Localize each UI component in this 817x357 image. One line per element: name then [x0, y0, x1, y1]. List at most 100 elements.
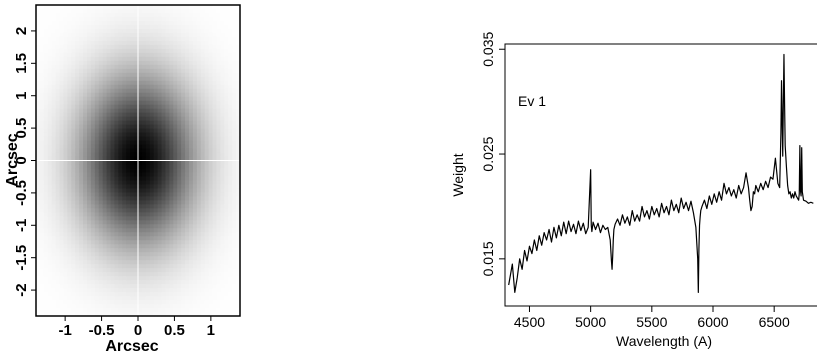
heatmap-cell — [110, 176, 116, 182]
heatmap-cell — [90, 228, 96, 233]
heatmap-cell — [122, 176, 127, 182]
heatmap-cell — [75, 164, 80, 170]
heatmap-cell — [224, 216, 229, 221]
heatmap-cell — [43, 264, 49, 269]
heatmap-cell — [114, 104, 119, 110]
heatmap-cell — [157, 224, 163, 229]
heatmap-cell — [83, 220, 88, 225]
heatmap-cell — [47, 40, 53, 46]
heatmap-cell — [153, 172, 159, 178]
heatmap-cell — [200, 48, 206, 54]
heatmap-cell — [228, 180, 233, 186]
heatmap-cell — [232, 60, 237, 66]
heatmap-cell — [169, 156, 174, 162]
heatmap-cell — [185, 96, 190, 102]
heatmap-cell — [55, 260, 61, 265]
heatmap-cell — [79, 20, 84, 26]
heatmap-cell — [71, 236, 76, 241]
heatmap-cell — [51, 56, 57, 62]
heatmap-cell — [134, 304, 139, 309]
heatmap-cell — [83, 152, 88, 158]
heatmap-cell — [134, 236, 139, 241]
heatmap-cell — [51, 68, 57, 74]
heatmap-cell — [130, 180, 135, 186]
heatmap-cell — [71, 288, 76, 293]
heatmap-cell — [130, 108, 135, 114]
heatmap-cell — [220, 56, 225, 62]
heatmap-cell — [232, 268, 237, 273]
heatmap-cell — [232, 176, 237, 182]
heatmap-cell — [149, 308, 155, 313]
heatmap-cell — [165, 208, 170, 213]
heatmap-cell — [157, 288, 163, 293]
heatmap-cell — [43, 44, 49, 50]
heatmap-cell — [141, 44, 147, 50]
heatmap-cell — [98, 280, 104, 285]
heatmap-cell — [98, 48, 104, 54]
heatmap-cell — [165, 88, 170, 94]
heatmap-cell — [173, 168, 178, 174]
heatmap-cell — [98, 304, 104, 309]
heatmap-cell — [228, 140, 233, 146]
heatmap-cell — [110, 252, 116, 257]
spectrum-y-tick-label: 0.025 — [480, 136, 496, 171]
heatmap-cell — [83, 236, 88, 241]
heatmap-cell — [98, 88, 104, 94]
heatmap-cell — [75, 188, 80, 193]
heatmap-cell — [185, 84, 190, 90]
heatmap-cell — [157, 5, 163, 10]
heatmap-cell — [43, 200, 49, 205]
heatmap-cell — [79, 12, 84, 18]
heatmap-cell — [153, 132, 159, 138]
heatmap-cell — [79, 240, 84, 245]
heatmap-cell — [204, 136, 210, 142]
heatmap-cell — [232, 8, 237, 14]
heatmap-cell — [200, 300, 206, 305]
heatmap-cell — [173, 268, 178, 273]
heatmap-y-tick-label: -2 — [13, 283, 30, 296]
heatmap-cell — [220, 244, 225, 249]
heatmap-cell — [216, 192, 221, 197]
heatmap-cell — [145, 68, 151, 74]
heatmap-cell — [145, 112, 151, 118]
heatmap-cell — [118, 304, 123, 309]
heatmap-cell — [106, 140, 112, 146]
heatmap-cell — [173, 204, 178, 209]
heatmap-cell — [90, 284, 96, 289]
heatmap-cell — [122, 220, 127, 225]
heatmap-cell — [98, 12, 104, 18]
heatmap-cell — [126, 104, 131, 110]
heatmap-cell — [196, 72, 202, 78]
heatmap-cell — [36, 60, 41, 66]
heatmap-cell — [63, 236, 68, 241]
heatmap-cell — [204, 208, 210, 213]
heatmap-cell — [165, 108, 170, 114]
heatmap-cell — [228, 228, 233, 233]
heatmap-cell — [181, 52, 186, 58]
heatmap-cell — [200, 20, 206, 26]
heatmap-cell — [157, 280, 163, 285]
heatmap-cell — [212, 136, 218, 142]
heatmap-cell — [236, 112, 241, 118]
heatmap-cell — [149, 252, 155, 257]
heatmap-cell — [196, 204, 202, 209]
heatmap-cell — [98, 292, 104, 297]
heatmap-cell — [189, 260, 194, 265]
heatmap-cell — [196, 256, 202, 261]
heatmap-cell — [204, 48, 210, 54]
heatmap-cell — [130, 60, 135, 66]
heatmap-cell — [181, 36, 186, 42]
heatmap-cell — [189, 28, 194, 34]
heatmap-cell — [224, 56, 229, 62]
heatmap-cell — [141, 216, 147, 221]
heatmap-cell — [55, 96, 61, 102]
heatmap-cell — [200, 5, 206, 10]
heatmap-cell — [118, 88, 123, 94]
heatmap-cell — [83, 16, 88, 22]
heatmap-cell — [165, 156, 170, 162]
heatmap-cell — [192, 260, 198, 265]
heatmap-cell — [94, 160, 100, 166]
heatmap-cell — [79, 56, 84, 62]
heatmap-cell — [220, 200, 225, 205]
heatmap-cell — [189, 104, 194, 110]
